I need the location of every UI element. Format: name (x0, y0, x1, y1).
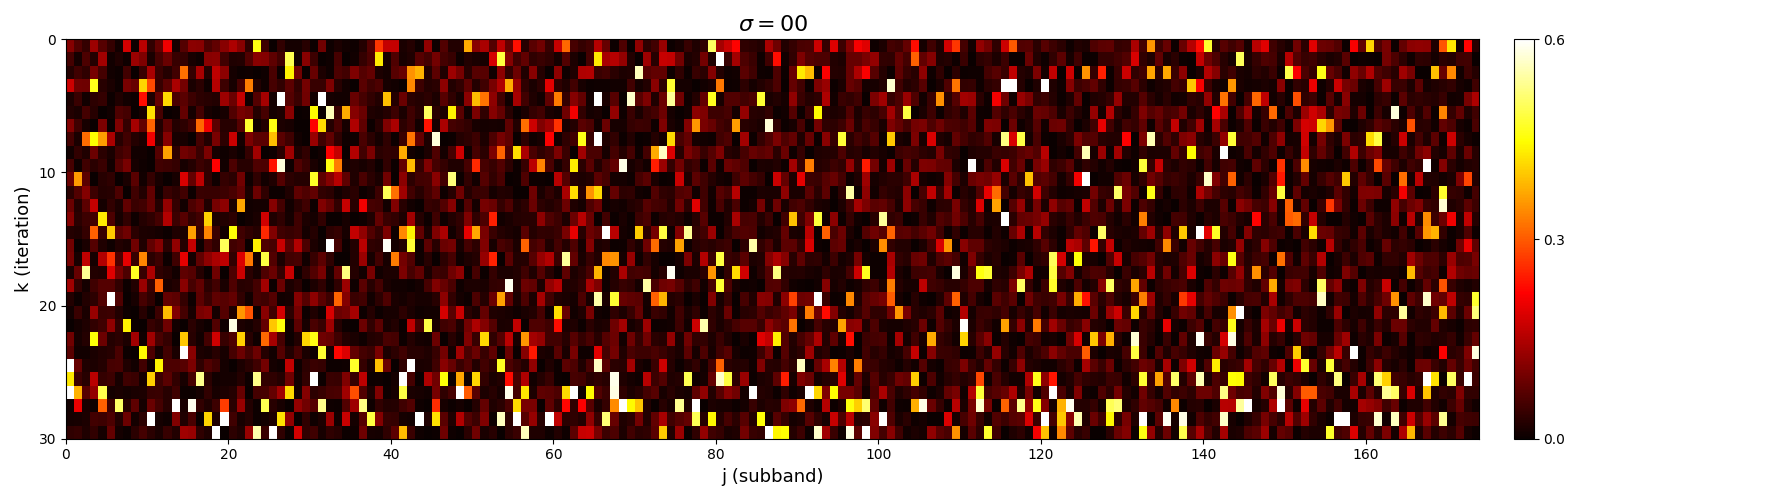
Y-axis label: k (iteration): k (iteration) (14, 186, 32, 292)
X-axis label: j (subband): j (subband) (721, 468, 824, 486)
Title: $\sigma = 00$: $\sigma = 00$ (737, 15, 808, 35)
